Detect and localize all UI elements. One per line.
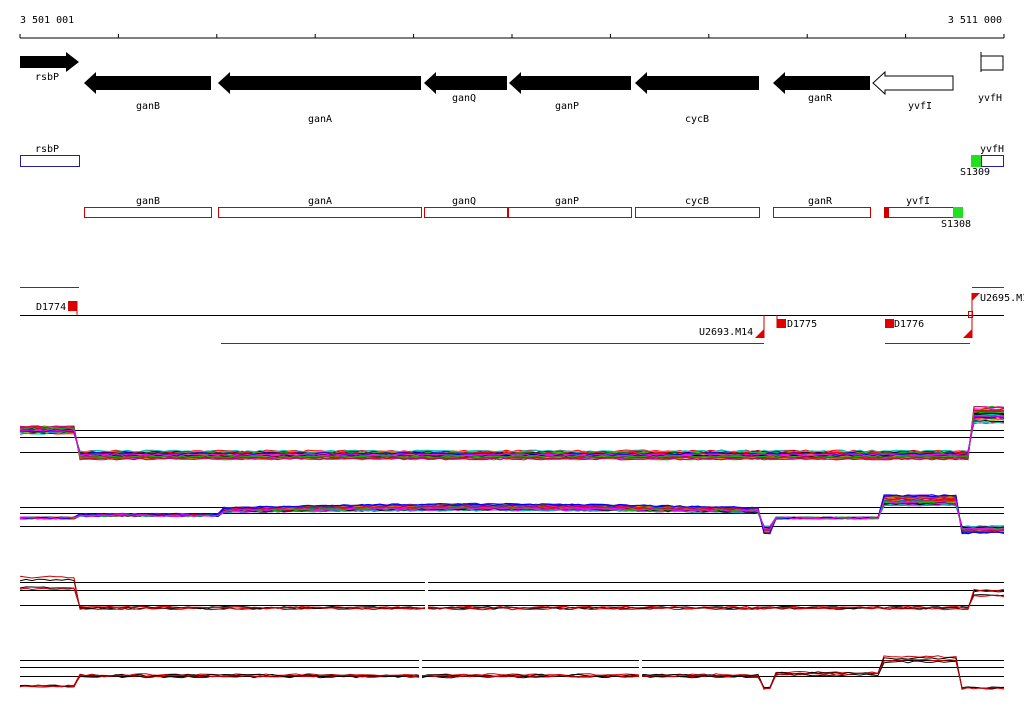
annotation-label: yvfH <box>980 144 1004 155</box>
annotation-label: rsbP <box>35 144 59 155</box>
annotation-label: ganR <box>808 196 833 207</box>
trace <box>19 414 1005 457</box>
gene-label: ganQ <box>452 93 476 104</box>
gene-label: ganA <box>308 114 332 125</box>
trace <box>19 575 1005 611</box>
trace <box>20 415 1005 456</box>
trace <box>19 656 1005 690</box>
gene-label: ganP <box>555 101 579 112</box>
trace <box>19 416 1005 456</box>
ruler-start: 3 501 001 <box>20 15 74 26</box>
trace <box>19 414 1005 456</box>
gap <box>639 640 642 691</box>
feature-label: D1774 <box>36 302 66 313</box>
annotation-label: S1309 <box>960 167 990 178</box>
gene-label: rsbP <box>35 72 59 83</box>
annotation-label: S1308 <box>941 219 971 230</box>
trace <box>19 413 1005 457</box>
gene-label: ganR <box>808 93 833 104</box>
trace <box>19 410 1005 458</box>
trace <box>19 578 1005 610</box>
annotation-box <box>424 207 508 218</box>
trace <box>19 413 1005 457</box>
trace <box>19 413 1005 457</box>
annotation-label: yvfI <box>906 196 930 207</box>
gene-arrow <box>424 72 507 94</box>
trace <box>19 587 1005 609</box>
trace <box>19 416 1005 455</box>
feature-track: D1774 U2695.M1 U2693.M14 D1775 D1776 <box>20 287 1024 344</box>
trace <box>19 412 1005 458</box>
trace <box>19 413 1005 457</box>
annotation-label: ganA <box>308 196 332 207</box>
trace <box>19 494 1005 535</box>
annotation-label: ganQ <box>452 196 476 207</box>
trace <box>19 414 1005 457</box>
trace <box>19 419 1005 454</box>
gap <box>419 640 422 691</box>
trace <box>20 413 1005 457</box>
annotation-box <box>508 207 632 218</box>
trace <box>20 658 1005 690</box>
expression-traces <box>19 405 1005 691</box>
annotation-box <box>218 207 422 218</box>
trace <box>19 421 1005 453</box>
gene-arrow <box>84 72 211 94</box>
annotation-box <box>773 207 871 218</box>
gene-arrow <box>872 70 954 96</box>
gene-arrow <box>509 72 631 94</box>
feature-label: U2695.M1 <box>980 293 1024 304</box>
annotation-box <box>20 155 80 167</box>
annotation-box <box>884 207 954 218</box>
ruler-end: 3 511 000 <box>948 15 1002 26</box>
annotation-box <box>635 207 760 218</box>
gene-label: ganB <box>136 101 160 112</box>
gene-label: yvfH <box>978 93 1002 104</box>
trace <box>19 414 1005 457</box>
annotation-label: ganP <box>555 196 579 207</box>
trace <box>19 419 1005 454</box>
trace <box>19 414 1005 457</box>
gap <box>425 562 428 613</box>
feature-label: U2693.M14 <box>699 327 753 338</box>
annotation-track: rsbP yvfH S1309 ganB ganA ganQ ganP cycB… <box>20 144 1004 230</box>
trace <box>19 414 1005 456</box>
gene-arrow <box>218 72 421 94</box>
trace <box>19 412 1005 458</box>
gene-track: rsbP ganB ganA ganQ ganP cycB ganR yvfI … <box>20 52 1004 125</box>
ruler: 3 501 001 3 511 000 <box>19 15 1005 39</box>
feature-label: D1775 <box>787 319 817 330</box>
gene-arrow <box>635 72 759 94</box>
trace <box>19 406 1005 461</box>
annotation-label: ganB <box>136 196 160 207</box>
trace <box>19 415 1005 456</box>
trace <box>19 417 1005 455</box>
site-box <box>953 207 963 218</box>
gene-arrow <box>20 52 79 72</box>
trace <box>19 500 1005 531</box>
gene-label: yvfI <box>908 101 932 112</box>
feature-label: D1776 <box>894 319 924 330</box>
site-box <box>971 155 981 167</box>
trace <box>20 412 1005 458</box>
annotation-box <box>981 155 1004 167</box>
annotation-box <box>84 207 212 218</box>
gene-label: cycB <box>685 114 709 125</box>
annotation-label: cycB <box>685 196 709 207</box>
trace <box>19 416 1005 456</box>
trace <box>19 419 1005 454</box>
gene-arrow <box>773 72 870 94</box>
gene-arrow <box>980 55 1004 71</box>
